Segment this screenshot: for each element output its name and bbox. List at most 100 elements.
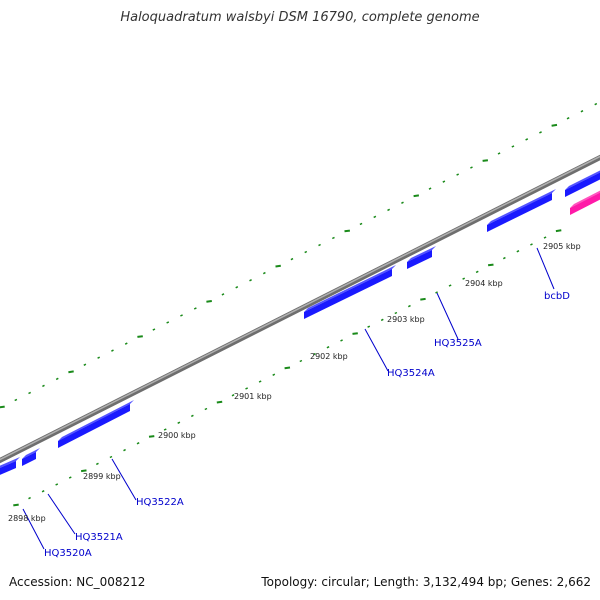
inner-tick	[502, 256, 506, 260]
outer-tick	[428, 187, 432, 190]
scale-label-2898: 2898 kbp	[8, 514, 46, 523]
inner-tick	[555, 229, 562, 233]
outer-tick	[262, 271, 266, 275]
gene-block-bcbd[interactable]	[487, 189, 556, 232]
gene-label-hq3524a[interactable]: HQ3524A	[387, 368, 435, 379]
outer-tick	[331, 236, 335, 240]
inner-tick	[272, 373, 276, 376]
outer-tick	[83, 363, 87, 366]
outer-tick	[249, 279, 252, 282]
outer-tick	[14, 398, 18, 402]
gene-label-hq3521a[interactable]: HQ3521A	[75, 532, 123, 543]
outer-tick	[359, 222, 363, 226]
outer-tick	[318, 243, 321, 247]
inner-tick	[41, 490, 45, 493]
gene-block-hq3524a[interactable]	[304, 265, 396, 319]
outer-tick	[482, 159, 489, 162]
inner-tick	[177, 421, 181, 424]
map-title: Haloquadratum walsbyi DSM 16790, complet…	[120, 10, 480, 25]
outer-tick	[566, 117, 570, 120]
inner-tick	[28, 496, 31, 500]
inner-tick	[394, 311, 398, 315]
inner-tick	[190, 414, 194, 418]
inner-tick	[216, 400, 223, 404]
scale-label-2900: 2900 kbp	[158, 431, 196, 440]
gene-blocks	[0, 166, 600, 477]
inner-tick	[420, 297, 426, 301]
scale-label-2903: 2903 kbp	[387, 315, 425, 324]
outer-tick	[442, 180, 446, 183]
outer-tick	[456, 173, 460, 176]
outer-tick	[0, 405, 5, 409]
outer-tick	[111, 349, 114, 352]
gene-block-pink[interactable]	[570, 186, 600, 215]
inner-tick	[516, 250, 520, 253]
inner-tick	[204, 407, 208, 411]
outer-tick	[525, 138, 529, 141]
outer-tick	[221, 293, 225, 296]
gene-label-hq3522a[interactable]: HQ3522A	[136, 497, 184, 508]
scale-label-2899: 2899 kbp	[83, 472, 121, 481]
inner-tick	[55, 483, 59, 486]
outer-tick	[304, 250, 308, 254]
outer-tick	[373, 215, 377, 219]
outer-tick	[180, 314, 183, 317]
inner-tick	[68, 476, 72, 479]
inner-tick	[136, 442, 140, 445]
outer-tick	[470, 166, 473, 169]
inner-tick	[407, 304, 411, 308]
outer-tick	[166, 321, 170, 324]
inner-tick	[380, 318, 384, 322]
inner-tick	[462, 277, 466, 280]
inner-tick	[95, 462, 99, 466]
inner-tick	[543, 236, 547, 239]
outer-tick	[511, 145, 515, 148]
gene-block-hq3520a[interactable]	[0, 457, 20, 477]
outer-tick	[413, 194, 420, 198]
inner-tick	[340, 339, 343, 342]
gene-block-hq3522a[interactable]	[58, 400, 134, 448]
inner-tick	[231, 394, 235, 397]
gene-label-hq3520a[interactable]: HQ3520A	[44, 548, 92, 559]
outer-tick	[539, 131, 542, 134]
inner-tick	[313, 352, 316, 356]
outer-tick	[235, 286, 239, 289]
inner-tick	[326, 346, 330, 349]
outer-tick	[206, 300, 212, 303]
inner-tick	[352, 332, 358, 335]
outer-tick	[594, 102, 598, 106]
gene-block-next[interactable]	[565, 166, 600, 197]
outer-tick	[55, 377, 59, 381]
inner-tick	[284, 366, 291, 370]
inner-tick	[80, 469, 87, 473]
genome-summary-text: Topology: circular; Length: 3,132,494 bp…	[261, 575, 591, 589]
outer-tick	[152, 328, 156, 331]
outer-tick	[124, 342, 128, 345]
inner-tick	[487, 263, 494, 267]
inner-tick	[530, 243, 533, 246]
gene-block-hq3521a[interactable]	[22, 448, 40, 466]
gene-label-hq3525a[interactable]: HQ3525A	[434, 338, 482, 349]
outer-tick	[551, 123, 558, 127]
gene-block-hq3525a[interactable]	[407, 246, 436, 269]
outer-tick	[137, 335, 143, 338]
outer-tick	[28, 391, 32, 395]
outer-tick	[290, 257, 294, 261]
inner-tick	[123, 448, 126, 452]
outer-tick	[42, 384, 45, 388]
genome-backbone	[0, 154, 600, 464]
inner-tick	[475, 270, 479, 274]
outer-tick	[580, 110, 584, 113]
scale-label-2901: 2901 kbp	[234, 392, 272, 401]
inner-tick	[448, 284, 452, 287]
inner-tick	[299, 359, 303, 363]
inner-tick	[435, 291, 438, 294]
inner-tick	[109, 455, 113, 459]
inner-tick	[163, 428, 167, 431]
gene-label-bcbd[interactable]: bcbD	[544, 291, 570, 302]
outer-tick	[344, 229, 351, 233]
outer-tick	[68, 370, 74, 374]
inner-tick	[367, 325, 371, 328]
outer-tick	[193, 307, 197, 310]
